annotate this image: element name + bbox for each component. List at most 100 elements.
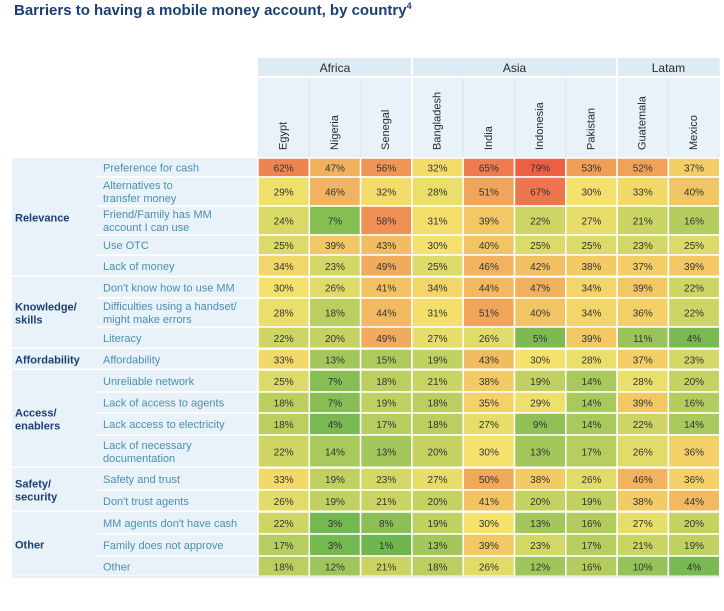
country-column-bg	[259, 78, 309, 157]
country-column-bg	[566, 78, 617, 157]
cell-value-label: 10%	[633, 563, 653, 574]
cell-value-label: 30%	[428, 241, 448, 252]
cell-value-label: 14%	[581, 377, 601, 388]
row-label: Don't know how to use MM	[103, 283, 235, 295]
cell-value-label: 38%	[479, 377, 499, 388]
cell-value-label: 27%	[633, 519, 653, 530]
cell-value-label: 58%	[376, 217, 396, 228]
cell-value-label: 26%	[325, 284, 345, 295]
cell-value-label: 39%	[325, 241, 345, 252]
cell-value-label: 26%	[274, 497, 294, 508]
row-label: Preference for cash	[103, 163, 199, 175]
cell-value-label: 20%	[428, 448, 448, 459]
cell-value-label: 3%	[328, 519, 343, 530]
cell-value-label: 18%	[376, 377, 396, 388]
cell-value-label: 50%	[479, 475, 499, 486]
row-label: transfer money	[103, 193, 177, 205]
country-label: Nigeria	[329, 114, 341, 150]
chart-title-text: Barriers to having a mobile money accoun…	[14, 2, 407, 19]
cell-value-label: 27%	[479, 420, 499, 431]
heatmap-cell	[308, 434, 362, 469]
cell-value-label: 44%	[376, 309, 396, 320]
cell-value-label: 38%	[530, 475, 550, 486]
cell-value-label: 53%	[581, 164, 601, 175]
row-label: Other	[103, 562, 131, 574]
cell-value-label: 4%	[687, 334, 702, 345]
cell-value-label: 19%	[530, 377, 550, 388]
header-band	[258, 58, 720, 158]
country-label: Pakistan	[585, 108, 597, 150]
row-label: Lack access to electricity	[103, 419, 225, 431]
country-column-bg	[361, 78, 411, 157]
group-label: Access/	[15, 408, 57, 420]
cell-value-label: 34%	[428, 284, 448, 295]
cell-value-label: 46%	[633, 475, 653, 486]
cell-value-label: 49%	[376, 334, 396, 345]
cell-value-label: 13%	[325, 356, 345, 367]
cell-value-label: 18%	[274, 420, 294, 431]
row-label: Lack of access to agents	[103, 398, 225, 410]
cell-value-label: 21%	[376, 497, 396, 508]
cell-value-label: 22%	[274, 334, 294, 345]
heatmap-cell	[513, 205, 567, 236]
cell-value-label: 16%	[684, 217, 704, 228]
cell-value-label: 41%	[376, 284, 396, 295]
cell-value-label: 14%	[325, 448, 345, 459]
row-label: Safety and trust	[103, 474, 180, 486]
cell-value-label: 26%	[479, 334, 499, 345]
heatmap-cell	[257, 297, 311, 328]
cell-value-label: 23%	[633, 241, 653, 252]
row-label: Don't trust agents	[103, 496, 189, 508]
cell-value-label: 28%	[428, 188, 448, 199]
cell-value-label: 39%	[479, 541, 499, 552]
cell-value-label: 26%	[581, 475, 601, 486]
cell-value-label: 16%	[581, 563, 601, 574]
cell-value-label: 29%	[530, 399, 550, 410]
cell-value-label: 18%	[325, 309, 345, 320]
row-label: Friend/Family has MM	[103, 209, 212, 221]
cell-value-label: 67%	[530, 188, 550, 199]
region-label: Latam	[652, 61, 685, 75]
cell-value-label: 30%	[530, 356, 550, 367]
cell-value-label: 22%	[633, 420, 653, 431]
cell-value-label: 43%	[479, 356, 499, 367]
group-label: Affordability	[15, 355, 81, 367]
cell-value-label: 19%	[428, 519, 448, 530]
cell-value-label: 12%	[530, 563, 550, 574]
cell-value-label: 52%	[633, 164, 653, 175]
cell-value-label: 33%	[274, 475, 294, 486]
cell-value-label: 33%	[633, 188, 653, 199]
group-band	[12, 512, 258, 577]
cell-value-label: 62%	[274, 164, 294, 175]
cell-value-label: 25%	[274, 241, 294, 252]
cell-value-label: 44%	[684, 497, 704, 508]
country-column-bg	[310, 78, 360, 157]
cell-value-label: 33%	[274, 356, 294, 367]
row-label: Literacy	[103, 333, 142, 345]
row-label: Difficulties using a handset/	[103, 301, 238, 313]
cell-value-label: 19%	[325, 475, 345, 486]
group-label: Knowledge/	[15, 302, 77, 314]
cell-value-label: 19%	[428, 356, 448, 367]
cell-value-label: 28%	[633, 377, 653, 388]
cell-value-label: 26%	[633, 448, 653, 459]
cell-value-label: 47%	[325, 164, 345, 175]
cell-value-label: 51%	[479, 188, 499, 199]
region-label: Asia	[503, 61, 527, 75]
cell-value-label: 18%	[428, 563, 448, 574]
cell-value-label: 36%	[633, 309, 653, 320]
row-label: Use OTC	[103, 240, 149, 252]
cell-value-label: 19%	[684, 541, 704, 552]
cell-value-label: 34%	[581, 309, 601, 320]
cell-value-label: 44%	[479, 284, 499, 295]
heatmap-cell	[667, 176, 721, 207]
cell-value-label: 37%	[633, 356, 653, 367]
cell-value-label: 31%	[428, 309, 448, 320]
cell-value-label: 19%	[581, 497, 601, 508]
cell-value-label: 22%	[530, 217, 550, 228]
cell-value-label: 51%	[479, 309, 499, 320]
cell-value-label: 19%	[376, 399, 396, 410]
heatmap-cell	[667, 434, 721, 469]
cell-value-label: 23%	[376, 475, 396, 486]
